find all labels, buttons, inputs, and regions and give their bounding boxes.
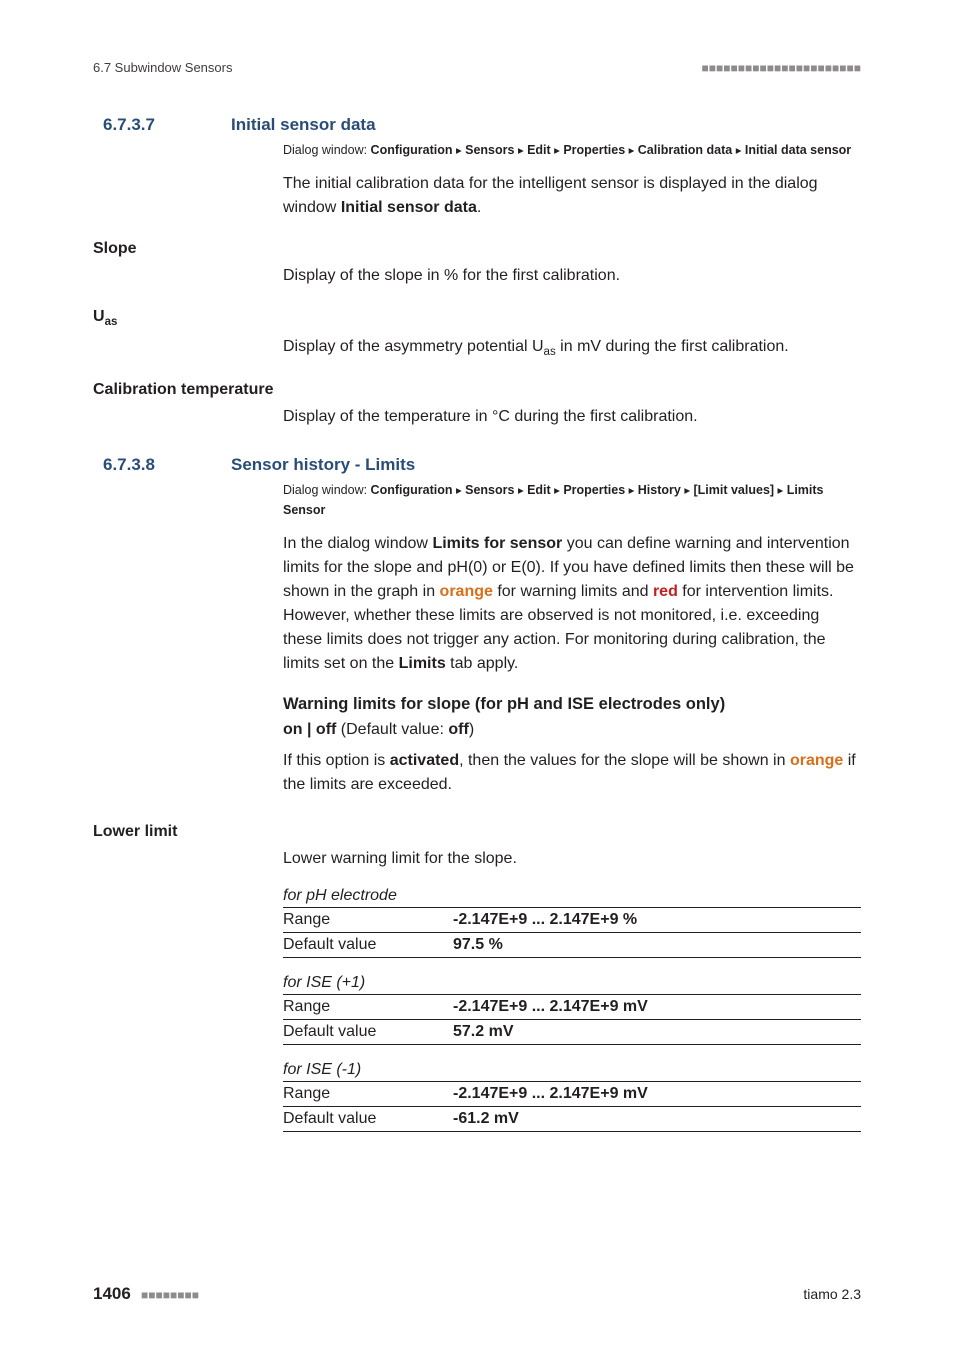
page-footer: 1406 ■■■■■■■■ tiamo 2.3 [93,1284,861,1304]
header-marks: ■■■■■■■■■■■■■■■■■■■■■■ [702,61,861,75]
field-slope-label: Slope [93,240,861,258]
table-caption: for ISE (+1) [283,974,861,992]
section-intro: The initial calibration data for the int… [283,172,861,220]
table-row: Default value 97.5 % [283,933,861,958]
header-left: 6.7 Subwindow Sensors [93,60,232,75]
field-caltemp-label: Calibration temperature [93,381,861,399]
section-6-7-3-7-heading: 6.7.3.7 Initial sensor data [103,115,861,135]
table-row: Default value -61.2 mV [283,1107,861,1132]
page-number: 1406 [93,1284,131,1303]
field-caltemp-text: Display of the temperature in °C during … [283,405,861,429]
limits-intro: In the dialog window Limits for sensor y… [283,532,861,676]
onoff-line: on | off (Default value: off) [283,721,861,739]
section-title: Initial sensor data [231,115,376,135]
dialog-window-path: Dialog window: Configuration Sensors Edi… [283,481,861,520]
section-6-7-3-8-heading: 6.7.3.8 Sensor history - Limits [103,455,861,475]
table-row: Range -2.147E+9 ... 2.147E+9 % [283,907,861,933]
dialog-window-path: Dialog window: Configuration Sensors Edi… [283,141,861,160]
table-row: Range -2.147E+9 ... 2.147E+9 mV [283,1081,861,1107]
activated-para: If this option is activated, then the va… [283,749,861,797]
product-name: tiamo 2.3 [803,1286,861,1302]
section-title: Sensor history - Limits [231,455,415,475]
table-caption: for pH electrode [283,887,861,905]
section-number: 6.7.3.8 [103,455,231,475]
lower-limit-text: Lower warning limit for the slope. [283,847,861,871]
table-caption: for ISE (-1) [283,1061,861,1079]
warning-limits-heading: Warning limits for slope (for pH and ISE… [283,692,861,717]
table-row: Range -2.147E+9 ... 2.147E+9 mV [283,994,861,1020]
field-slope-text: Display of the slope in % for the first … [283,264,861,288]
field-uas-text: Display of the asymmetry potential Uas i… [283,335,861,361]
field-uas-label: Uas [93,308,861,328]
section-number: 6.7.3.7 [103,115,231,135]
table-row: Default value 57.2 mV [283,1020,861,1045]
footer-marks: ■■■■■■■■ [141,1288,199,1302]
lower-limit-label: Lower limit [93,823,861,841]
